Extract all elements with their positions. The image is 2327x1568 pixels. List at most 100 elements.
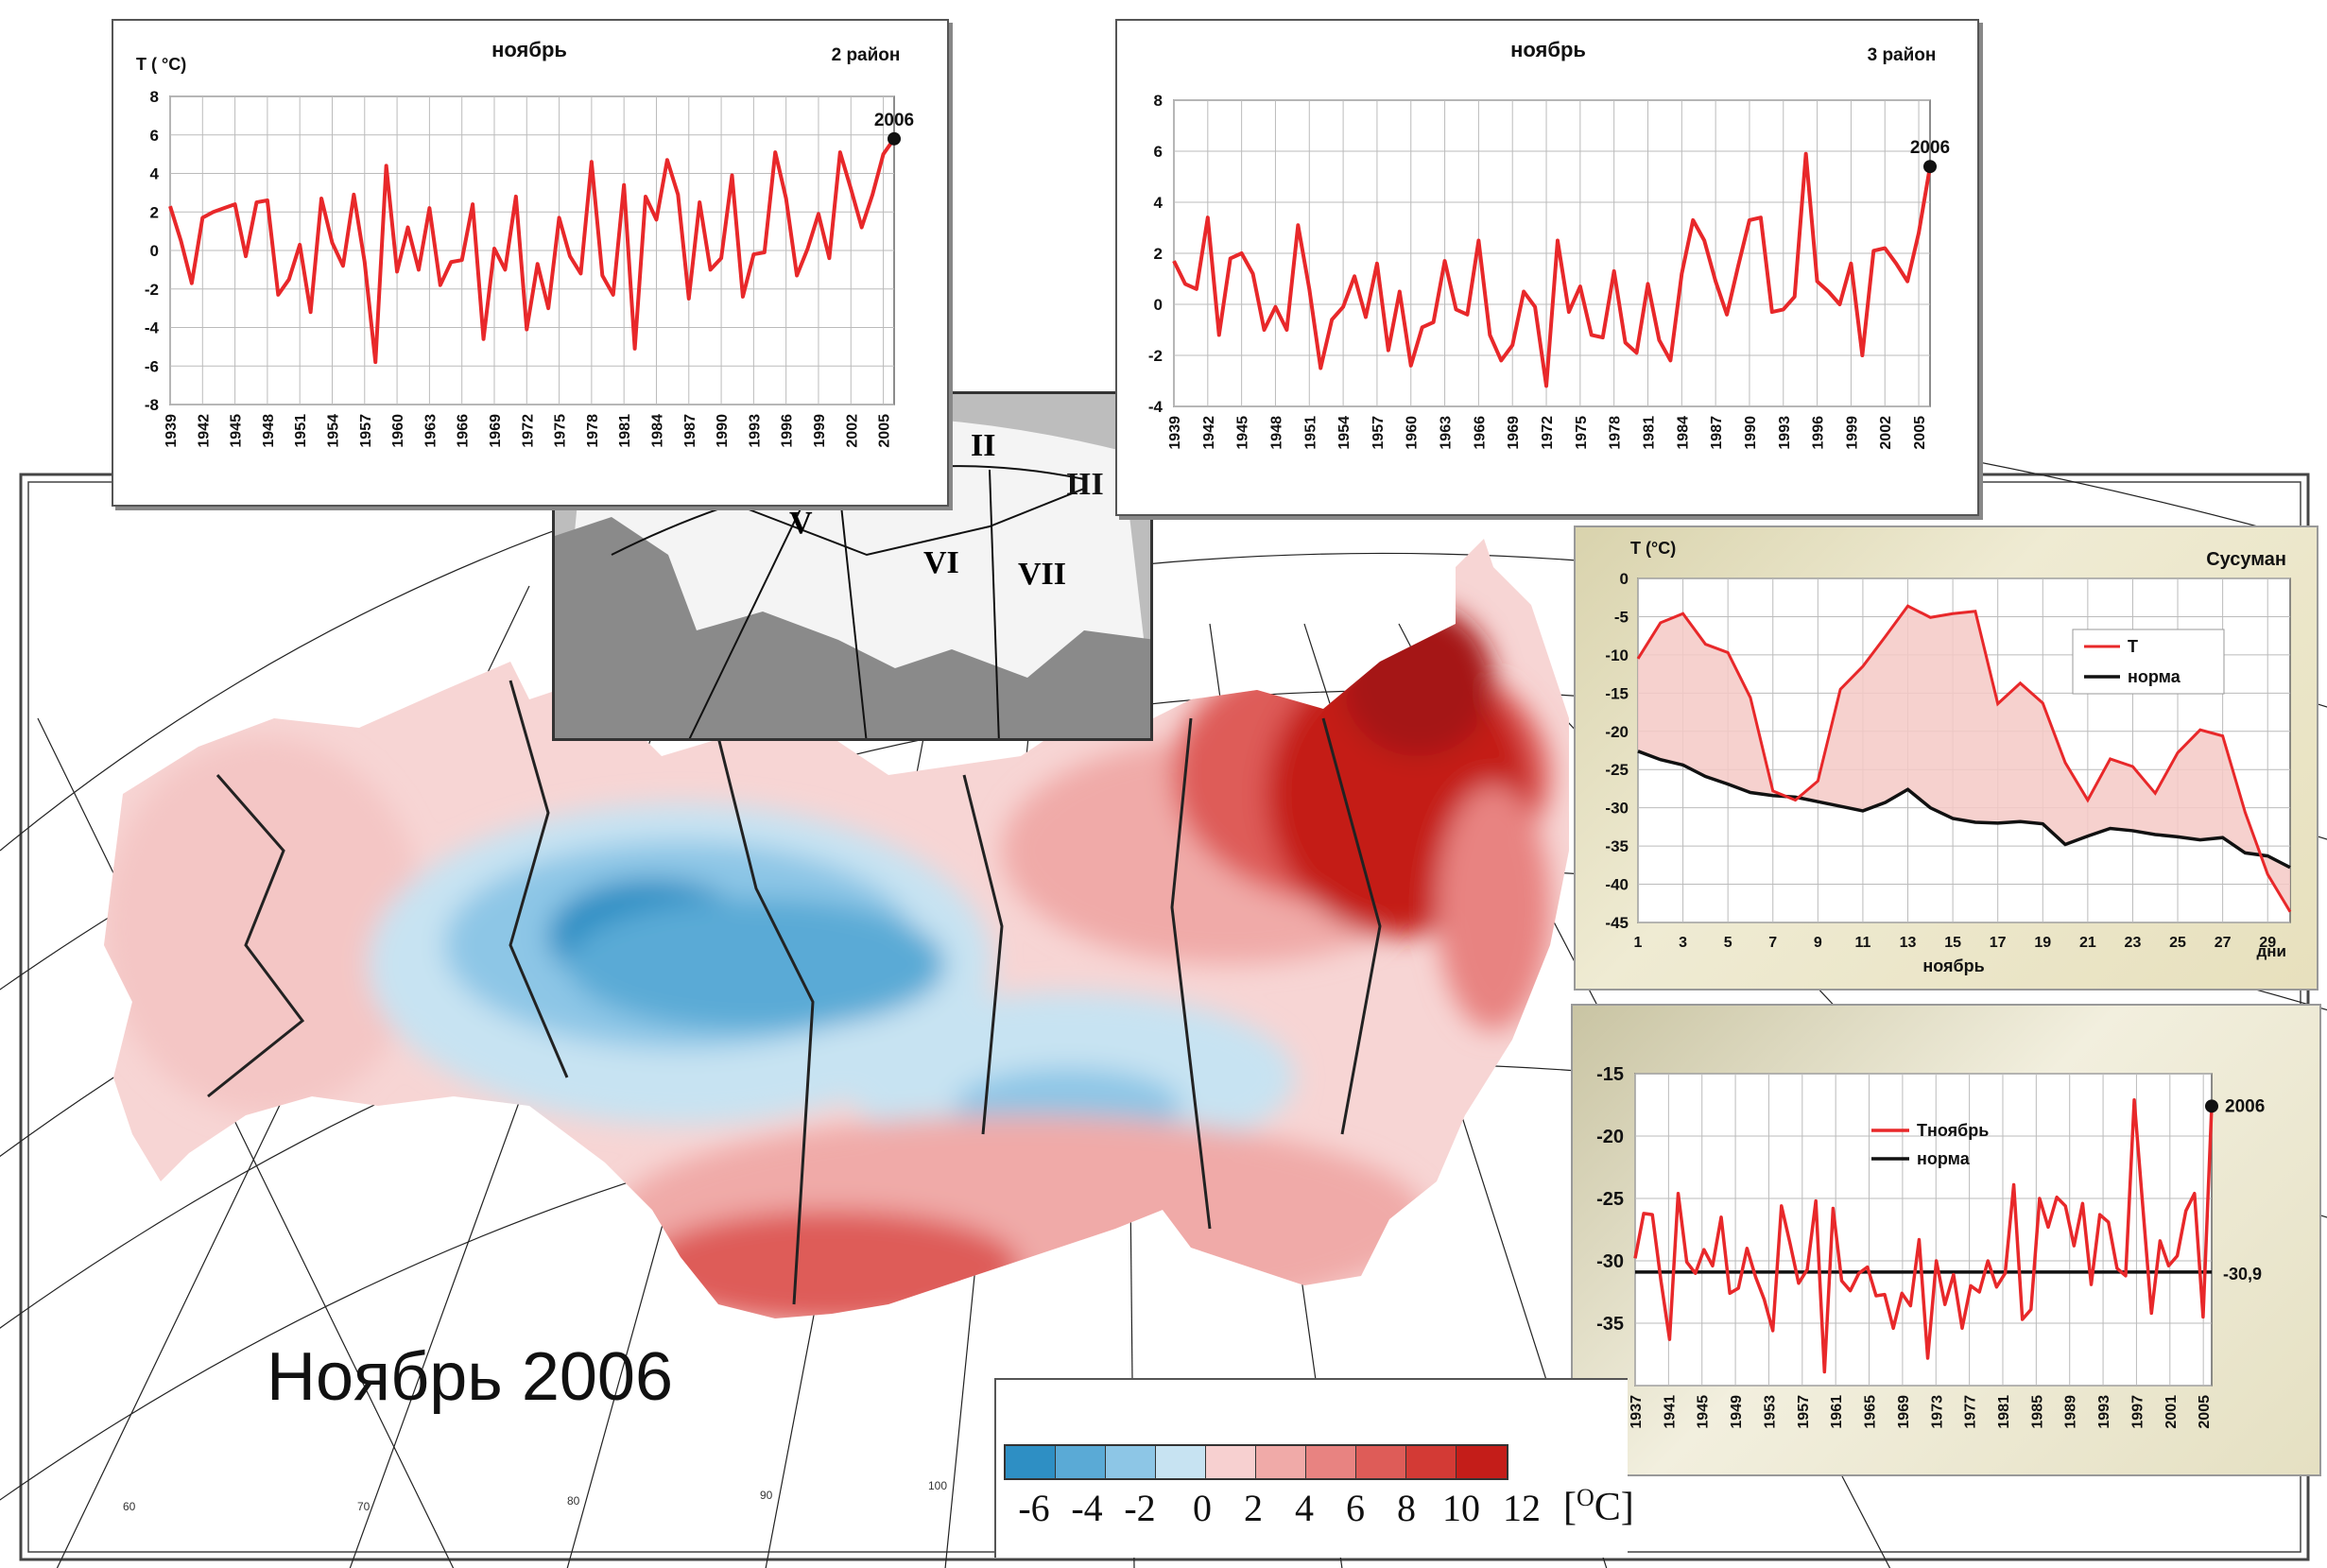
x-tick-label: 3 (1679, 935, 1687, 951)
region-label-5: V (789, 506, 813, 541)
legend-label-T: T (2128, 637, 2138, 656)
legend-tick: 6 (1346, 1487, 1365, 1529)
annotation-2006: 2006 (1910, 138, 1950, 158)
x-tick-label: 1978 (1608, 416, 1624, 450)
y-tick-label: -4 (1148, 398, 1164, 416)
legend-label-norm: норма (2128, 667, 2181, 686)
legend-tick: -4 (1071, 1487, 1103, 1529)
legend-swatch (1206, 1446, 1256, 1478)
x-tick-label: 1997 (2129, 1395, 2146, 1429)
y-tick-label: 2 (1154, 245, 1163, 263)
x-tick-label: 1939 (164, 414, 180, 448)
y-tick-label: -40 (1605, 876, 1629, 894)
x-tick-label: 1981 (1996, 1395, 2012, 1429)
x-tick-label: 1975 (1574, 416, 1590, 450)
x-tick-label: 2002 (1878, 416, 1894, 450)
legend-swatch (1156, 1446, 1206, 1478)
y-tick-label: -2 (145, 281, 159, 299)
x-tick-label: 1949 (1729, 1395, 1745, 1429)
x-tick-label: 1954 (325, 414, 341, 448)
x-tick-label: 1981 (1641, 416, 1657, 450)
x-tick-label: 1945 (229, 414, 245, 448)
legend-swatch (1056, 1446, 1106, 1478)
x-tick-label: 2005 (2197, 1395, 2213, 1429)
x-tick-label: 1969 (1506, 416, 1522, 450)
x-tick-label: 1999 (812, 414, 828, 448)
x-tick-label: 21 (2079, 935, 2096, 951)
legend-unit-close: C] (1594, 1486, 1634, 1529)
legend-tick: 0 (1193, 1487, 1212, 1529)
legend-tick: 10 (1442, 1487, 1480, 1529)
x-tick-label: 1999 (1844, 416, 1860, 450)
x-tick-label: 1945 (1235, 416, 1251, 450)
chart-region-2: -8 -6 -4 -2 0 2 4 6 8 1939 1942 1945 1948 1951 1954 195… (112, 19, 949, 507)
chart-susuman-daily: 0 -5 -10 -15 -20 -25 -30 -35 -40 -45 1 3 5 7 9 11 13 15 17… (1574, 526, 2318, 991)
x-tick-label: 1951 (293, 414, 309, 448)
y-tick-label: -20 (1596, 1127, 1624, 1147)
map-title: Ноябрь 2006 (267, 1339, 673, 1415)
x-tick-label: 27 (2215, 935, 2232, 951)
x-tick-label: 1972 (520, 414, 536, 448)
x-tick-label: 1981 (617, 414, 633, 448)
x-tick-label: 13 (1900, 935, 1917, 951)
x-tick-label: 1942 (196, 414, 212, 448)
region-label-2: II (971, 428, 996, 463)
x-tick-label: 1961 (1829, 1395, 1845, 1429)
y-tick-label: -5 (1614, 608, 1629, 626)
x-tick-label: 15 (1944, 935, 1961, 951)
legend-tick: 8 (1397, 1487, 1416, 1529)
y-tick-label: -20 (1605, 723, 1629, 741)
series-line (168, 137, 896, 365)
y-tick-label: 0 (150, 242, 159, 260)
legend-swatch (1006, 1446, 1056, 1478)
x-tick-label: 1987 (1709, 416, 1725, 450)
x-tick-label: 1987 (682, 414, 698, 448)
chart-title: Сусуман (2206, 549, 2286, 570)
series-line-T (1636, 604, 2292, 913)
y-tick-label: -15 (1596, 1064, 1624, 1085)
x-axis-label: ноябрь (1922, 956, 1984, 975)
highlight-marker-2006 (2205, 1099, 2218, 1113)
x-tick-label: 1953 (1762, 1395, 1778, 1429)
y-tick-label: -30 (1605, 800, 1629, 818)
chart-region-3: -4 -2 0 2 4 6 8 1939 1942 1945 1948 1951 1954 1957 196… (1115, 19, 1979, 516)
y-tick-label: -4 (145, 319, 160, 337)
x-tick-label: 1993 (2096, 1395, 2112, 1429)
legend-swatch (1306, 1446, 1356, 1478)
y-axis-label: T ( °C) (136, 55, 186, 74)
legend-tick: 12 (1503, 1487, 1541, 1529)
legend-unit-open: [ (1563, 1486, 1577, 1529)
series-line (1172, 151, 1932, 388)
x-tick-label: 1989 (2063, 1395, 2079, 1429)
legend-tick: 4 (1295, 1487, 1314, 1529)
svg-text:80: 80 (567, 1494, 580, 1508)
chart-november-series-svg: -15-20-25-30-35-401937194119451949195319… (1596, 1064, 2265, 1429)
x-tick-label: 2001 (2163, 1395, 2180, 1429)
color-legend: -6 -4 -2 0 2 4 6 8 10 12 [OC] (994, 1378, 1634, 1558)
y-tick-label: 4 (1154, 194, 1164, 212)
x-tick-label: 1969 (488, 414, 504, 448)
legend-tick: 2 (1244, 1487, 1263, 1529)
region-label-6: VI (923, 545, 959, 580)
y-tick-label: 6 (150, 127, 159, 145)
norm-value-label: -30,9 (2223, 1265, 2262, 1284)
region-label-7: VII (1018, 557, 1067, 592)
x-tick-label: 17 (1990, 935, 2007, 951)
y-tick-label: 4 (150, 165, 160, 183)
x-tick-label: 1945 (1696, 1395, 1712, 1429)
x-tick-label: 1965 (1863, 1395, 1879, 1429)
chart-region-2-svg: -8 -6 -4 -2 0 2 4 6 8 1939 1942 1945 1948 1951 1954 195… (136, 38, 914, 448)
x-tick-label: 1984 (1675, 416, 1691, 450)
y-tick-label: 0 (1620, 570, 1629, 588)
x-tick-label: 1963 (1439, 416, 1455, 450)
x-tick-label: 2002 (844, 414, 860, 448)
x-tick-label: 1973 (1929, 1395, 1945, 1429)
y-tick-label: 8 (150, 88, 159, 106)
y-tick-label: -8 (145, 396, 159, 414)
y-tick-label: -25 (1605, 761, 1629, 779)
region-label-3-map: III (1066, 467, 1104, 502)
series-line-norm (1637, 750, 2291, 870)
x-tick-label: 1966 (1472, 416, 1488, 450)
x-tick-label: 1990 (715, 414, 731, 448)
x-tick-label: 11 (1854, 935, 1870, 951)
